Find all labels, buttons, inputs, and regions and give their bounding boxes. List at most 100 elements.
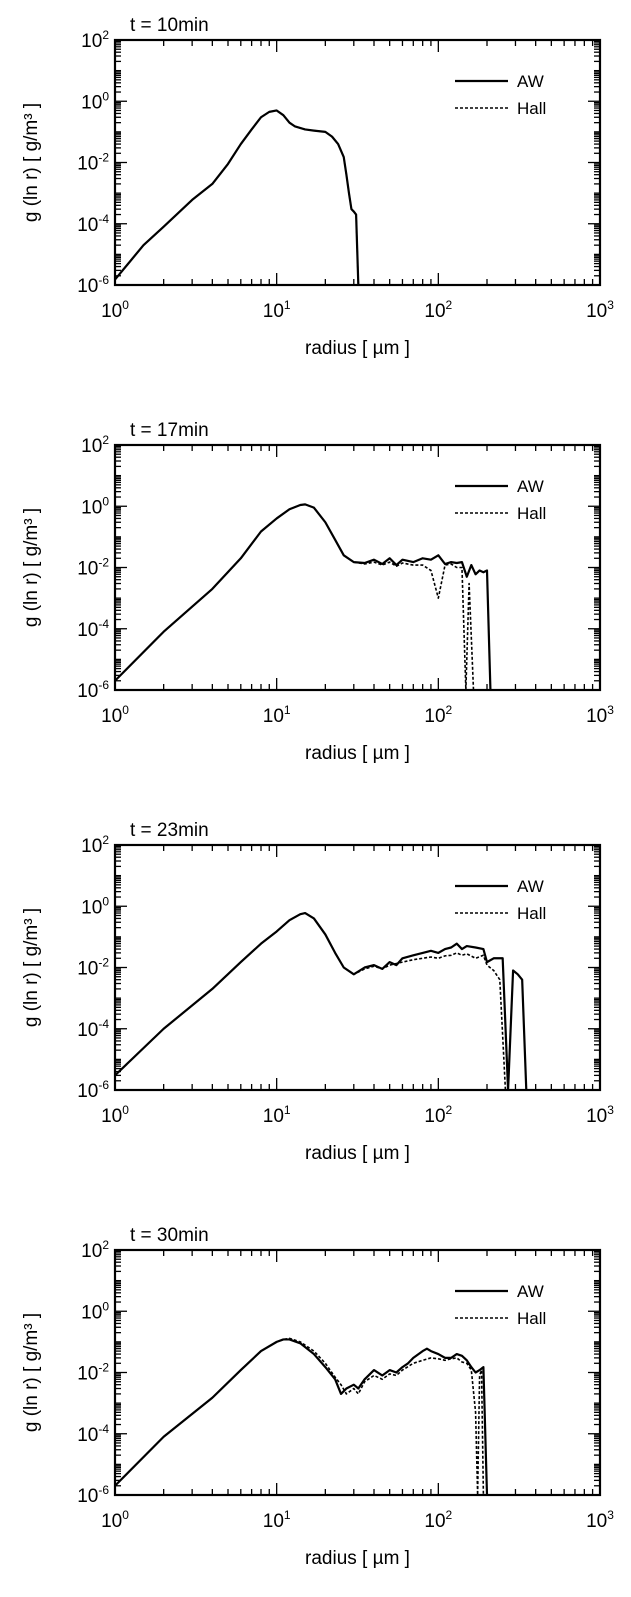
- x-tick-label-base: 10: [586, 706, 607, 727]
- y-tick-label: 10-2: [77, 1361, 109, 1385]
- x-tick-label-exp: 0: [122, 1508, 129, 1522]
- x-tick-label-base: 10: [586, 1106, 607, 1127]
- x-tick-label-base: 10: [263, 706, 284, 727]
- x-tick-label-exp: 3: [607, 1508, 614, 1522]
- y-tick-label-exp: -2: [98, 556, 109, 570]
- legend-label-aw: AW: [517, 72, 544, 91]
- y-tick-label-base: 10: [77, 1081, 98, 1102]
- y-tick-label: 102: [81, 433, 109, 457]
- legend-label-aw: AW: [517, 877, 544, 896]
- y-axis-label: g (ln r) [ g/m³ ]: [21, 1313, 42, 1432]
- x-tick-label-exp: 2: [446, 1508, 453, 1522]
- panel-title: t = 30min: [130, 1225, 209, 1246]
- y-tick-label: 10-6: [77, 678, 109, 702]
- x-tick-label-exp: 3: [607, 703, 614, 717]
- plot-frame: [113, 443, 602, 692]
- x-tick-label-base: 10: [424, 301, 445, 322]
- series-line-aw: [115, 503, 492, 690]
- x-tick-label-exp: 0: [122, 703, 129, 717]
- x-tick-label-base: 10: [586, 1511, 607, 1532]
- x-tick-label-base: 10: [101, 1511, 122, 1532]
- y-tick-label-exp: -2: [98, 1361, 109, 1375]
- y-tick-label-base: 10: [77, 1486, 98, 1507]
- y-axis-label: g (ln r) [ g/m³ ]: [21, 908, 42, 1027]
- panel-title: t = 17min: [130, 420, 209, 441]
- y-tick-label-base: 10: [77, 276, 98, 297]
- y-tick-label-exp: -4: [98, 212, 109, 226]
- y-tick-label: 10-2: [77, 151, 109, 175]
- y-tick-label-exp: -2: [98, 956, 109, 970]
- y-tick-label-exp: -2: [98, 151, 109, 165]
- legend-label-hall: Hall: [517, 1309, 546, 1328]
- y-tick-label-base: 10: [81, 1302, 102, 1323]
- y-tick-label-exp: -6: [98, 1483, 109, 1497]
- x-tick-label: 101: [263, 703, 291, 727]
- x-tick-label: 102: [424, 1103, 452, 1127]
- y-tick-label-base: 10: [81, 897, 102, 918]
- legend-label-hall: Hall: [517, 904, 546, 923]
- x-tick-label-exp: 1: [284, 298, 291, 312]
- x-tick-label: 103: [586, 1508, 614, 1532]
- y-tick-label: 10-6: [77, 1483, 109, 1507]
- x-tick-label-base: 10: [101, 706, 122, 727]
- series-line-aw: [115, 1338, 489, 1495]
- y-tick-label: 100: [81, 894, 109, 918]
- y-tick-label-base: 10: [77, 154, 98, 175]
- y-tick-label-exp: -4: [98, 617, 109, 631]
- x-tick-label-exp: 0: [122, 298, 129, 312]
- y-tick-label: 10-6: [77, 273, 109, 297]
- y-tick-label-exp: 0: [102, 894, 109, 908]
- y-axis-label: g (ln r) [ g/m³ ]: [21, 103, 42, 222]
- series-line-hall: [115, 503, 475, 690]
- y-tick-label-exp: 0: [102, 494, 109, 508]
- x-tick-label-base: 10: [424, 706, 445, 727]
- legend: AW Hall: [455, 1282, 546, 1328]
- y-tick-label-base: 10: [77, 1020, 98, 1041]
- plot-frame: [113, 843, 602, 1092]
- y-tick-label: 100: [81, 494, 109, 518]
- y-tick-label-base: 10: [81, 92, 102, 113]
- legend: AW Hall: [455, 877, 546, 923]
- y-tick-label: 100: [81, 89, 109, 113]
- x-tick-label-base: 10: [101, 301, 122, 322]
- y-tick-label-exp: -6: [98, 678, 109, 692]
- y-tick-label-base: 10: [81, 836, 102, 857]
- y-tick-label-base: 10: [77, 1425, 98, 1446]
- y-tick-label: 102: [81, 833, 109, 857]
- x-axis-label: radius [ µm ]: [305, 1143, 410, 1164]
- legend-label-aw: AW: [517, 477, 544, 496]
- series-line-hall: [115, 912, 507, 1090]
- y-tick-label-exp: 2: [102, 433, 109, 447]
- series-line-hall: [115, 1337, 485, 1495]
- y-tick-label: 102: [81, 1238, 109, 1262]
- x-tick-label: 103: [586, 703, 614, 727]
- y-tick-label-base: 10: [77, 620, 98, 641]
- panel-title: t = 23min: [130, 820, 209, 841]
- x-tick-label-exp: 1: [284, 1508, 291, 1522]
- y-tick-label-exp: 0: [102, 89, 109, 103]
- x-tick-label-exp: 2: [446, 703, 453, 717]
- y-tick-label: 10-2: [77, 956, 109, 980]
- y-tick-label-exp: 2: [102, 28, 109, 42]
- y-tick-label-base: 10: [81, 31, 102, 52]
- x-axis-label: radius [ µm ]: [305, 338, 410, 359]
- y-tick-label: 102: [81, 28, 109, 52]
- x-tick-label: 103: [586, 298, 614, 322]
- y-tick-label-exp: -4: [98, 1017, 109, 1031]
- y-tick-label-exp: -6: [98, 273, 109, 287]
- x-tick-label-exp: 1: [284, 703, 291, 717]
- x-tick-label-base: 10: [101, 1106, 122, 1127]
- y-tick-label: 10-2: [77, 556, 109, 580]
- x-tick-label-base: 10: [263, 301, 284, 322]
- x-tick-label-base: 10: [263, 1106, 284, 1127]
- y-tick-label-exp: 0: [102, 1299, 109, 1313]
- x-tick-label-exp: 3: [607, 298, 614, 312]
- x-tick-label-base: 10: [424, 1511, 445, 1532]
- x-tick-label-base: 10: [424, 1106, 445, 1127]
